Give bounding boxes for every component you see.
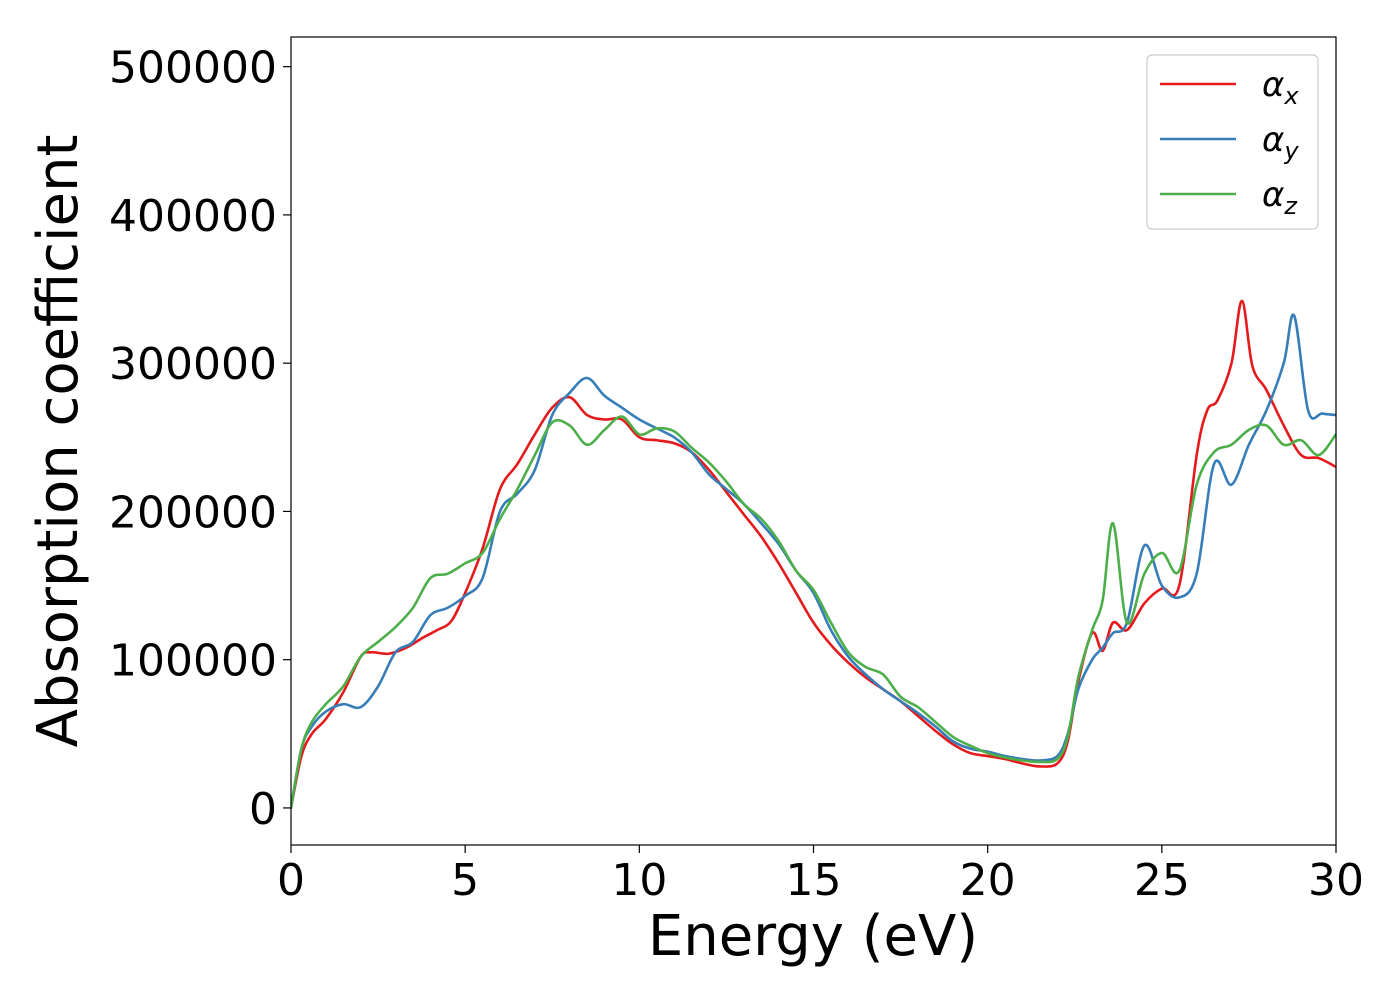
series-line-z: [291, 415, 1336, 810]
y-tick-label: 0: [249, 784, 277, 835]
tick-layer: 0 5 10 15 20 25 30 0 100000 200000 300000 400000 500…: [109, 43, 1364, 906]
x-tick-label: 20: [960, 855, 1016, 906]
legend-label-z: αz: [1262, 175, 1298, 220]
y-tick-label: 400000: [109, 191, 277, 242]
y-tick-label: 100000: [109, 636, 277, 687]
y-tick-label: 300000: [109, 339, 277, 390]
legend: αx αy αz: [1146, 54, 1319, 230]
x-tick-label: 0: [277, 855, 305, 906]
x-tick-label: 10: [611, 855, 667, 906]
x-tick-label: 25: [1134, 855, 1190, 906]
x-axis-label: Energy (eV): [648, 904, 978, 969]
x-tick-label: 15: [786, 855, 842, 906]
y-axis-label: Absorption coefficient: [26, 135, 91, 748]
series-layer: [291, 299, 1336, 810]
series-line-y: [291, 313, 1336, 810]
y-tick-label: 500000: [109, 43, 277, 94]
legend-frame: [1146, 54, 1319, 230]
x-tick-label: 30: [1308, 855, 1364, 906]
x-tick-label: 5: [451, 855, 479, 906]
legend-label-x: αx: [1262, 65, 1299, 110]
legend-label-y: αy: [1262, 120, 1299, 165]
y-tick-label: 200000: [109, 487, 277, 538]
